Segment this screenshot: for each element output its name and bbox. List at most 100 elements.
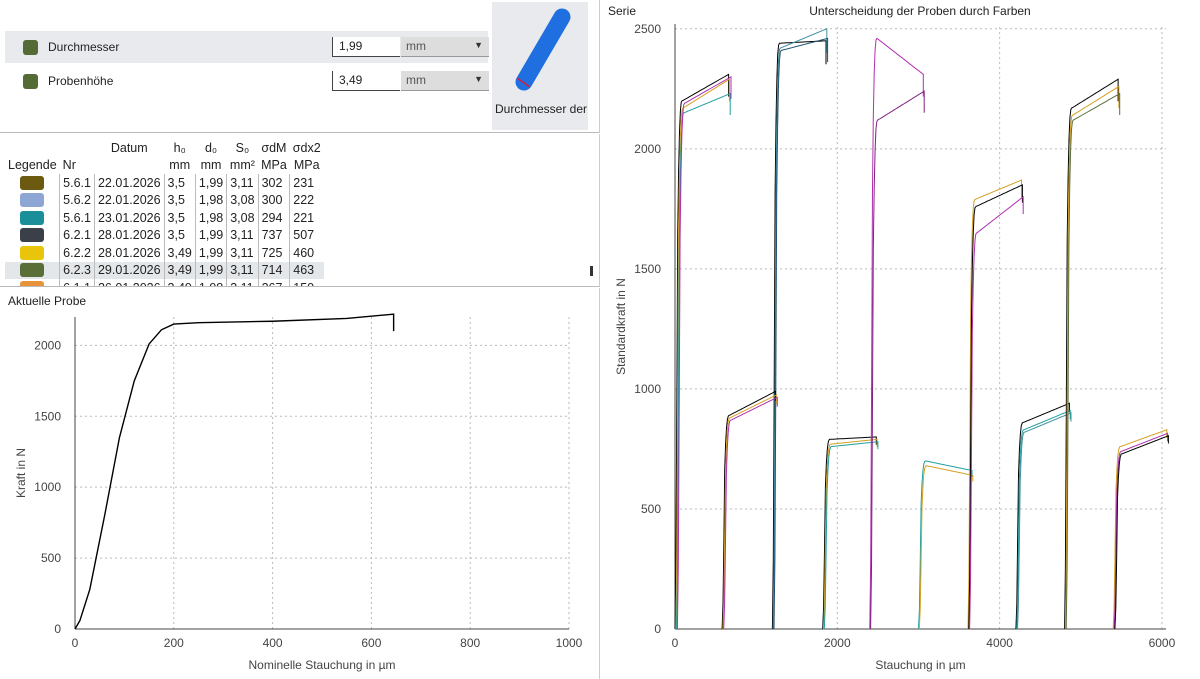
series-curve xyxy=(675,78,730,630)
y-tick-label: 1000 xyxy=(34,480,61,494)
table-cell: 23.01.2026 xyxy=(93,209,165,227)
series-curve xyxy=(722,393,777,630)
series-curve xyxy=(1064,85,1120,630)
series-curve xyxy=(721,390,777,630)
header-top: Datum xyxy=(110,140,148,155)
table-cell: 463 xyxy=(289,261,324,279)
table-row[interactable]: 5.6.1 22.01.2026 3,5 1,99 3,11 302 231 xyxy=(5,174,324,192)
table-cell: 5.6.1 xyxy=(59,174,95,192)
table-row[interactable]: 5.6.2 22.01.2026 3,5 1,98 3,08 300 222 xyxy=(5,191,324,210)
series-curve xyxy=(822,436,877,630)
legend-cell xyxy=(5,244,60,262)
series-curve xyxy=(918,460,973,630)
legend-cube-icon xyxy=(20,210,45,225)
series-curve xyxy=(772,28,828,630)
series-curve xyxy=(723,396,778,630)
legend-cell xyxy=(5,174,60,192)
table-cell: 3,49 xyxy=(163,261,196,279)
x-tick-label: 800 xyxy=(460,636,480,650)
durchmesser-input[interactable]: 1,99 xyxy=(332,37,400,57)
table-cell: 6.2.2 xyxy=(59,244,95,262)
table-cell: 29.01.2026 xyxy=(93,261,165,279)
chevron-down-icon: ▼ xyxy=(474,74,483,84)
table-cell: 3,49 xyxy=(163,279,196,286)
sample-image: Durchmesser der xyxy=(492,2,588,130)
table-cell: 1,98 xyxy=(194,279,227,286)
table-cell: 231 xyxy=(289,174,324,192)
x-axis-label: Stauchung in µm xyxy=(875,658,965,672)
y-tick-label: 2500 xyxy=(634,22,661,36)
table-cell: 1,98 xyxy=(194,191,227,209)
y-tick-label: 2000 xyxy=(34,338,61,352)
params-panel xyxy=(0,0,600,133)
legend-cell xyxy=(5,227,60,245)
table-cell: 267 xyxy=(257,279,290,286)
probenhoehe-input[interactable]: 3,49 xyxy=(332,71,400,91)
table-cell: 3,5 xyxy=(163,174,196,192)
table-cell: 3,11 xyxy=(226,226,259,244)
table-cell: 3,08 xyxy=(226,209,259,227)
table-cell: 1,99 xyxy=(194,261,227,279)
table-cell: 6.2.1 xyxy=(59,226,95,244)
x-tick-label: 4000 xyxy=(986,636,1013,650)
table-cell: 294 xyxy=(257,209,290,227)
table-cell: 222 xyxy=(289,191,324,209)
x-tick-label: 400 xyxy=(263,636,283,650)
y-axis-label: Kraft in N xyxy=(14,448,28,498)
table-cell: 3,11 xyxy=(226,261,259,279)
table-cell: 1,99 xyxy=(194,226,227,244)
scrollbar-thumb[interactable] xyxy=(590,266,593,276)
series-curve xyxy=(823,441,879,630)
y-tick-label: 0 xyxy=(654,622,661,636)
legend-cell xyxy=(5,192,60,210)
table-cell: 1,99 xyxy=(194,244,227,262)
table-cell: 3,5 xyxy=(163,191,196,209)
x-tick-label: 200 xyxy=(164,636,184,650)
table-cell: 725 xyxy=(257,244,290,262)
table-cell: 302 xyxy=(257,174,290,192)
table-cell: 150 xyxy=(289,279,324,286)
table-row[interactable]: 6.2.1 28.01.2026 3,5 1,99 3,11 737 507 xyxy=(5,226,324,245)
series-curve xyxy=(869,37,924,630)
series-curve xyxy=(870,90,925,630)
probenhoehe-unit-select[interactable]: mm ▼ xyxy=(401,71,489,91)
table-cell: 460 xyxy=(289,244,324,262)
table-cell: 6.1.1 xyxy=(59,279,95,286)
table-cell: 3,11 xyxy=(226,244,259,262)
series-curve xyxy=(918,465,974,630)
cube-icon xyxy=(23,39,38,55)
series-curve xyxy=(1015,402,1070,630)
y-tick-label: 1500 xyxy=(34,409,61,423)
series-curve xyxy=(773,37,829,630)
x-tick-label: 1000 xyxy=(556,636,583,650)
samples-table: Datum h₀ d₀ S₀ σdM σdx2 Legende Nr mm mm mm² MPa MPa… xyxy=(5,139,324,286)
series-curve xyxy=(1017,412,1072,630)
table-row[interactable]: 6.2.2 28.01.2026 3,49 1,99 3,11 725 460 xyxy=(5,244,324,262)
header-unit: Nr xyxy=(62,158,76,173)
y-tick-label: 500 xyxy=(641,502,661,516)
legend-cell xyxy=(5,279,60,286)
x-tick-label: 2000 xyxy=(824,636,851,650)
x-tick-label: 0 xyxy=(72,636,79,650)
table-row[interactable]: 5.6.1 23.01.2026 3,5 1,98 3,08 294 221 xyxy=(5,209,324,227)
legend-cell xyxy=(5,261,60,279)
table-cell: 3,49 xyxy=(163,244,196,262)
table-cell: 28.01.2026 xyxy=(93,226,165,244)
chevron-down-icon: ▼ xyxy=(474,40,483,50)
legend-cube-icon xyxy=(20,175,45,190)
table-cell: 28.01.2026 xyxy=(93,244,165,262)
param-label: Probenhöhe xyxy=(48,74,114,88)
series-curve xyxy=(674,73,730,630)
unit-value: mm xyxy=(406,39,426,53)
table-cell: 221 xyxy=(289,209,324,227)
param-row-durchmesser: Durchmesser 1,99 mm ▼ xyxy=(5,31,489,63)
table-cell: 3,5 xyxy=(163,209,196,227)
force-curve xyxy=(74,313,395,630)
x-tick-label: 6000 xyxy=(1149,636,1176,650)
table-cell: 3,08 xyxy=(226,191,259,209)
table-cell: 714 xyxy=(257,261,290,279)
table-cell: 3,5 xyxy=(163,226,196,244)
durchmesser-unit-select[interactable]: mm ▼ xyxy=(401,37,489,57)
table-row[interactable]: 6.2.3 29.01.2026 3,49 1,99 3,11 714 463 xyxy=(5,261,324,279)
